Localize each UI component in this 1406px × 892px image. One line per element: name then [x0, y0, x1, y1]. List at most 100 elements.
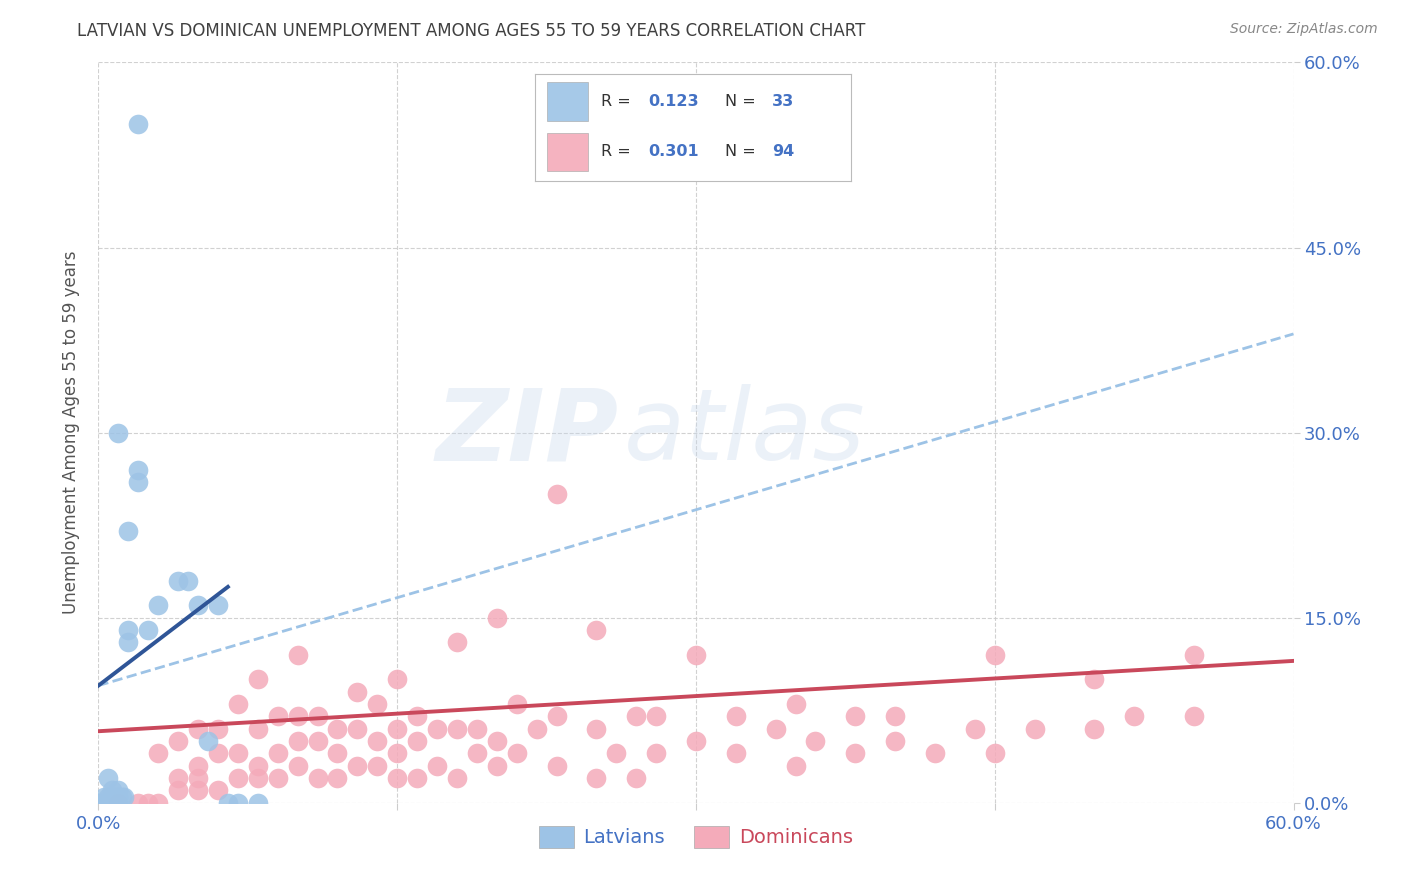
Point [765, 722, 787, 736]
Point [197, 734, 219, 748]
Point [117, 524, 139, 539]
Point [103, 789, 125, 804]
Point [1182, 709, 1205, 723]
Point [207, 783, 229, 797]
Point [984, 747, 1007, 761]
Point [117, 635, 139, 649]
Point [426, 722, 449, 736]
Point [226, 771, 249, 785]
Point [465, 747, 488, 761]
Text: LATVIAN VS DOMINICAN UNEMPLOYMENT AMONG AGES 55 TO 59 YEARS CORRELATION CHART: LATVIAN VS DOMINICAN UNEMPLOYMENT AMONG … [77, 22, 866, 40]
Point [884, 709, 907, 723]
Point [685, 648, 707, 662]
Point [326, 722, 349, 736]
Point [127, 117, 149, 131]
Point [385, 722, 409, 736]
Point [844, 747, 866, 761]
Point [93, 789, 115, 804]
Point [246, 758, 269, 772]
Point [506, 747, 529, 761]
Point [207, 722, 229, 736]
Point [267, 771, 290, 785]
Point [101, 789, 124, 804]
Point [97, 789, 120, 804]
Point [127, 796, 149, 810]
Legend: Latvians, Dominicans: Latvians, Dominicans [531, 818, 860, 856]
Point [103, 796, 125, 810]
Point [465, 722, 488, 736]
Point [97, 796, 120, 810]
Point [87, 796, 110, 810]
Point [217, 796, 239, 810]
Point [385, 673, 409, 687]
Point [1083, 673, 1105, 687]
Point [136, 623, 159, 637]
Point [246, 796, 269, 810]
Point [246, 771, 269, 785]
Point [1123, 709, 1146, 723]
Point [406, 734, 429, 748]
Point [167, 771, 190, 785]
Point [645, 709, 668, 723]
Point [167, 783, 190, 797]
Point [187, 758, 209, 772]
Point [1182, 648, 1205, 662]
Point [267, 747, 290, 761]
Point [207, 599, 229, 613]
Point [187, 771, 209, 785]
Point [605, 747, 627, 761]
Point [127, 462, 149, 476]
Point [112, 789, 135, 804]
Point [724, 709, 747, 723]
Point [346, 758, 368, 772]
Point [167, 574, 190, 588]
Point [287, 648, 309, 662]
Point [963, 722, 986, 736]
Point [307, 771, 329, 785]
Point [585, 771, 607, 785]
Point [148, 747, 170, 761]
Point [546, 709, 568, 723]
Point [107, 796, 129, 810]
Point [984, 648, 1007, 662]
Point [626, 709, 648, 723]
Point [406, 709, 429, 723]
Point [785, 758, 807, 772]
Point [724, 747, 747, 761]
Point [111, 789, 134, 804]
Point [924, 747, 946, 761]
Point [406, 771, 429, 785]
Point [346, 722, 368, 736]
Point [585, 623, 607, 637]
Point [1083, 722, 1105, 736]
Y-axis label: Unemployment Among Ages 55 to 59 years: Unemployment Among Ages 55 to 59 years [62, 251, 80, 615]
Point [107, 796, 129, 810]
Point [385, 747, 409, 761]
Point [307, 734, 329, 748]
Point [785, 697, 807, 711]
Point [366, 758, 388, 772]
Point [346, 685, 368, 699]
Point [307, 709, 329, 723]
Point [485, 610, 508, 624]
Point [685, 734, 707, 748]
Point [287, 709, 309, 723]
Point [187, 599, 209, 613]
Point [207, 747, 229, 761]
Point [804, 734, 827, 748]
Point [366, 734, 388, 748]
Point [246, 673, 269, 687]
Point [326, 771, 349, 785]
Point [446, 722, 468, 736]
Point [107, 789, 129, 804]
Point [287, 734, 309, 748]
Point [585, 722, 607, 736]
Point [446, 635, 468, 649]
Point [148, 796, 170, 810]
Point [107, 783, 129, 797]
Point [326, 747, 349, 761]
Point [287, 758, 309, 772]
Point [1024, 722, 1046, 736]
Point [226, 796, 249, 810]
Point [226, 747, 249, 761]
